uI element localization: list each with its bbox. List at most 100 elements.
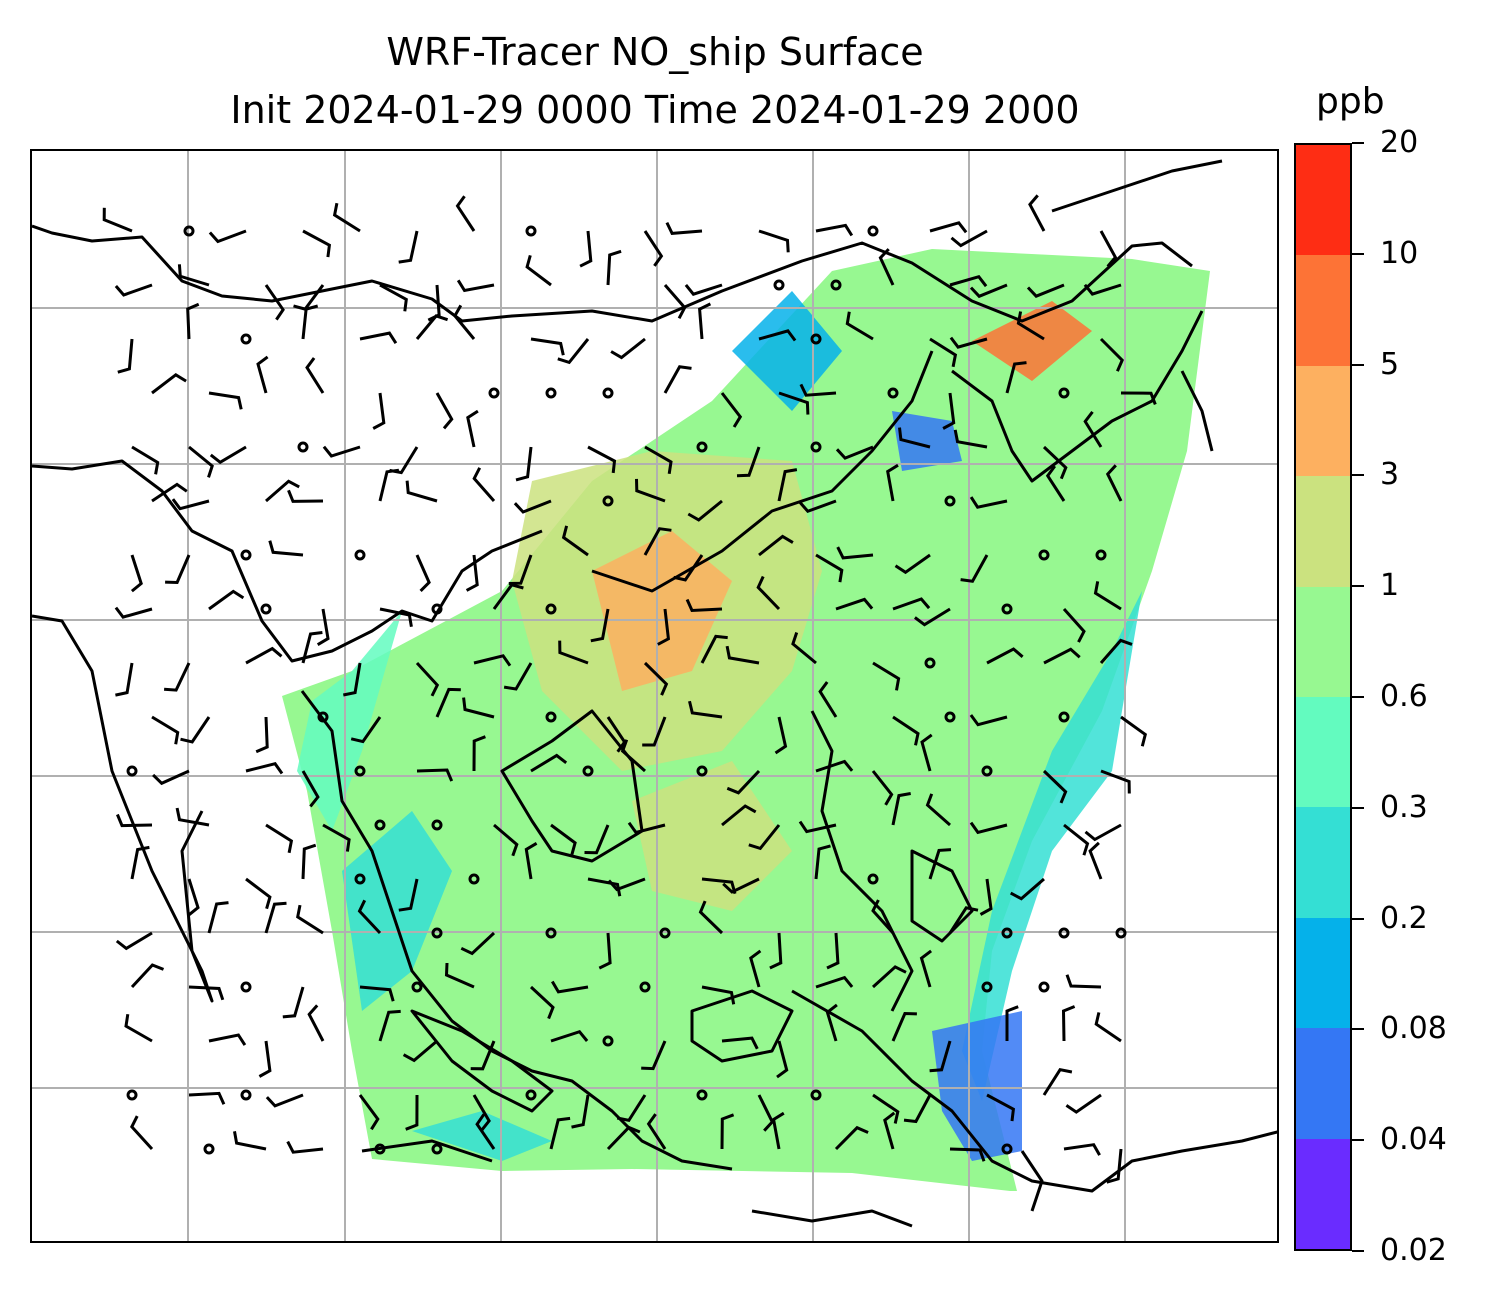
- colorbar-tick-label: 1: [1380, 568, 1400, 604]
- colorbar-tick-label: 0.08: [1380, 1011, 1447, 1047]
- calm-wind-circle: [887, 387, 899, 399]
- calm-wind-circle: [525, 225, 537, 237]
- calm-wind-circle: [240, 981, 252, 993]
- wind-barb: [1063, 823, 1090, 856]
- calm-wind-circle: [696, 765, 708, 777]
- wind-barb: [415, 661, 440, 697]
- calm-wind-circle: [1115, 927, 1127, 939]
- wind-barb: [415, 554, 431, 592]
- wind-barb: [969, 496, 1008, 509]
- wind-barb: [513, 499, 552, 514]
- wind-barb: [175, 807, 210, 827]
- wind-barb: [953, 429, 988, 449]
- calm-wind-circle: [431, 927, 443, 939]
- calm-wind-circle: [696, 1089, 708, 1101]
- wind-barb: [919, 949, 933, 988]
- calm-wind-circle: [317, 711, 329, 723]
- coastline-segment: [751, 1209, 913, 1228]
- wind-barb: [1065, 1093, 1102, 1114]
- wind-barbs: [102, 194, 1157, 1184]
- wind-barb: [188, 985, 225, 1001]
- coastline-segment: [32, 614, 214, 1003]
- calm-wind-circle: [981, 981, 993, 993]
- wind-barb: [525, 254, 552, 287]
- wind-barb: [698, 900, 724, 935]
- wind-barb: [886, 463, 899, 502]
- wind-barb: [188, 1091, 226, 1105]
- wind-barb: [550, 1029, 589, 1043]
- wind-barb: [584, 824, 610, 855]
- wind-barb: [771, 1111, 785, 1150]
- wind-barb: [465, 554, 479, 592]
- calm-wind-circle: [240, 1089, 252, 1101]
- calm-wind-circle: [354, 765, 366, 777]
- wind-barb: [757, 1094, 775, 1132]
- wind-barb: [180, 716, 211, 744]
- wind-barb: [815, 975, 854, 989]
- very-low-conc-east: [932, 1011, 1022, 1161]
- calm-wind-circle: [1001, 1143, 1013, 1155]
- wind-barb: [444, 962, 475, 989]
- wind-barb: [209, 445, 247, 465]
- wind-barb: [256, 355, 269, 394]
- wind-barb: [453, 304, 476, 340]
- wind-barb: [657, 608, 671, 646]
- wind-barb: [758, 534, 794, 557]
- calm-wind-circle: [602, 495, 614, 507]
- wind-barb: [1105, 464, 1123, 502]
- wind-barb: [358, 1094, 380, 1131]
- map-panel[interactable]: [30, 149, 1279, 1243]
- calm-wind-circle: [488, 387, 500, 399]
- wind-barb: [1099, 230, 1118, 268]
- calm-wind-circle: [545, 927, 557, 939]
- wind-barb: [607, 877, 646, 892]
- wind-barb: [798, 499, 837, 514]
- wind-barb: [398, 878, 419, 912]
- wind-barb: [379, 607, 413, 628]
- wind-barb: [456, 279, 495, 293]
- wind-barb: [1063, 1143, 1101, 1156]
- wind-barb: [643, 661, 669, 696]
- colorbar-tick-label: 0.02: [1380, 1233, 1447, 1268]
- wind-barb: [466, 409, 479, 448]
- wind-barb: [725, 645, 760, 665]
- wind-barb: [726, 769, 761, 795]
- wind-barb: [208, 391, 243, 410]
- colorbar-tick: [1352, 142, 1364, 144]
- wind-barb: [549, 1116, 571, 1150]
- wind-barb: [969, 283, 1008, 299]
- colorbar-tick-label: 5: [1380, 346, 1400, 382]
- wind-barb: [130, 963, 165, 989]
- wind-barb: [286, 1140, 324, 1154]
- wind-barb: [460, 931, 496, 956]
- calm-wind-circle: [545, 387, 557, 399]
- wind-barb: [616, 1094, 647, 1122]
- wind-barb: [1005, 361, 1027, 394]
- wind-barb: [587, 877, 622, 897]
- wind-barb: [872, 1093, 900, 1124]
- calm-wind-circle: [545, 711, 557, 723]
- wind-barb: [1043, 647, 1081, 665]
- wind-barb: [929, 1040, 952, 1073]
- lat-lon-gridlines: [32, 151, 1277, 1241]
- wind-barb: [1083, 410, 1103, 448]
- colorbar-tick-label: 0.04: [1380, 1122, 1447, 1158]
- mid-conc-south: [412, 1111, 552, 1161]
- map-canvas: [32, 151, 1277, 1241]
- wind-barb: [557, 338, 590, 365]
- wind-barb: [301, 770, 320, 808]
- wind-barb: [435, 687, 461, 718]
- wind-barb: [529, 985, 555, 1020]
- coastlines: [32, 159, 1277, 1228]
- wind-barb: [322, 445, 361, 458]
- wind-barb: [1016, 311, 1045, 341]
- wind-barb: [186, 302, 200, 340]
- calm-wind-circle: [411, 981, 423, 993]
- wind-barb: [151, 715, 180, 745]
- wind-barb: [960, 554, 989, 583]
- wind-barb: [949, 336, 988, 349]
- wind-barb: [322, 823, 351, 852]
- wind-barb: [986, 1093, 1016, 1122]
- calm-wind-circle: [810, 441, 822, 453]
- wind-barb: [871, 899, 895, 935]
